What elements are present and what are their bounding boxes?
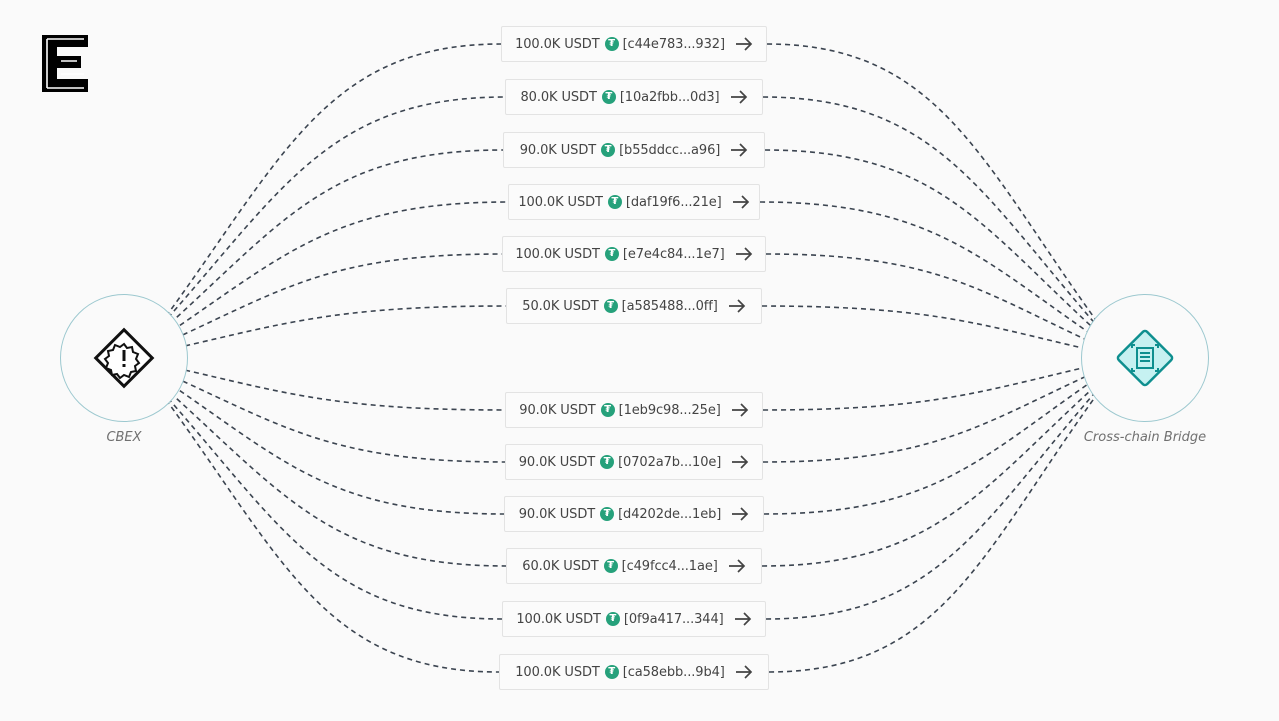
transfer-amount: 80.0K USDT — [520, 89, 597, 105]
cbex-label: CBEX — [106, 430, 142, 445]
app-logo — [42, 35, 88, 92]
arrow-right-icon[interactable] — [735, 665, 753, 679]
edge-in-3 — [149, 149, 504, 342]
tether-icon: ₮ — [604, 247, 619, 261]
transfer-box[interactable]: 100.0K USDT ₮ [daf19f6...21e] — [508, 184, 760, 220]
tether-icon: ₮ — [603, 559, 618, 573]
tether-icon: ₮ — [601, 90, 616, 104]
transfer-amount: 100.0K USDT — [518, 194, 603, 210]
edge-in-7 — [149, 361, 506, 411]
transfer-box[interactable]: 90.0K USDT ₮ [d4202de...1eb] — [504, 496, 764, 532]
arrow-right-icon[interactable] — [735, 247, 753, 261]
transfer-box[interactable]: 50.0K USDT ₮ [a585488...0ff] — [506, 288, 762, 324]
transfer-amount: 90.0K USDT — [518, 454, 596, 470]
edge-in-6 — [149, 305, 507, 355]
transfer-amount: 50.0K USDT — [522, 298, 599, 314]
transfer-amount: 100.0K USDT — [516, 611, 601, 627]
arrow-right-icon[interactable] — [731, 455, 749, 469]
tether-icon: ₮ — [605, 612, 620, 626]
edge-out-5 — [765, 253, 1116, 354]
transfer-amount: 100.0K USDT — [515, 246, 600, 262]
arrow-right-icon[interactable] — [730, 90, 748, 104]
transfer-amount: 90.0K USDT — [518, 506, 596, 522]
edge-in-10 — [149, 374, 507, 567]
transfer-box[interactable]: 90.0K USDT ₮ [0702a7b...10e] — [505, 444, 763, 480]
bridge-document-icon — [1116, 329, 1174, 387]
edge-out-3 — [764, 149, 1116, 349]
edge-out-1 — [766, 43, 1116, 347]
transfer-hash: [daf19f6...21e] — [625, 194, 722, 210]
arrow-right-icon[interactable] — [734, 612, 752, 626]
transfer-hash: [e7e4c84...1e7] — [622, 246, 725, 262]
transfer-hash: [ca58ebb...9b4] — [622, 664, 725, 680]
transfer-amount: 60.0K USDT — [522, 558, 599, 574]
edge-in-12 — [149, 377, 500, 673]
edge-in-4 — [149, 201, 509, 347]
transfer-box[interactable]: 90.0K USDT ₮ [1eb9c98...25e] — [505, 392, 763, 428]
transfer-box[interactable]: 100.0K USDT ₮ [0f9a417...344] — [502, 601, 766, 637]
transfer-hash: [b55ddcc...a96] — [619, 142, 721, 158]
arrow-right-icon[interactable] — [735, 37, 753, 51]
transfer-amount: 100.0K USDT — [515, 664, 600, 680]
transfer-amount: 90.0K USDT — [519, 402, 596, 418]
transfer-amount: 90.0K USDT — [519, 142, 597, 158]
arrow-right-icon[interactable] — [728, 559, 746, 573]
transfer-hash: [0702a7b...10e] — [618, 454, 722, 470]
exclamation-badge-icon — [93, 327, 155, 389]
tether-icon: ₮ — [604, 37, 619, 51]
tether-icon: ₮ — [607, 195, 622, 209]
transfer-box[interactable]: 60.0K USDT ₮ [c49fcc4...1ae] — [506, 548, 762, 584]
bridge-label: Cross-chain Bridge — [1083, 430, 1207, 445]
edge-in-1 — [149, 43, 502, 339]
edge-out-8 — [762, 362, 1116, 463]
transfer-hash: [c44e783...932] — [622, 36, 725, 52]
arrow-right-icon[interactable] — [731, 403, 749, 417]
transfer-box[interactable]: 100.0K USDT ₮ [c44e783...932] — [501, 26, 767, 62]
tether-icon: ₮ — [600, 403, 615, 417]
transfer-box[interactable]: 90.0K USDT ₮ [b55ddcc...a96] — [503, 132, 765, 168]
edge-out-10 — [761, 367, 1116, 567]
tether-icon: ₮ — [601, 143, 616, 157]
edge-out-9 — [763, 365, 1116, 515]
transfer-amount: 100.0K USDT — [515, 36, 600, 52]
edge-out-6 — [761, 305, 1116, 358]
edge-in-9 — [149, 369, 505, 515]
transfer-hash: [d4202de...1eb] — [618, 506, 722, 522]
transfer-hash: [0f9a417...344] — [623, 611, 724, 627]
arrow-right-icon[interactable] — [732, 195, 750, 209]
edge-out-2 — [762, 96, 1116, 347]
arrow-right-icon[interactable] — [730, 143, 748, 157]
edge-out-12 — [768, 369, 1116, 673]
edge-out-4 — [759, 201, 1116, 351]
transfer-hash: [a585488...0ff] — [621, 298, 718, 314]
edge-out-7 — [762, 358, 1116, 411]
transfer-hash: [c49fcc4...1ae] — [621, 558, 718, 574]
tether-icon: ₮ — [603, 299, 618, 313]
transfer-box[interactable]: 100.0K USDT ₮ [e7e4c84...1e7] — [502, 236, 766, 272]
tether-icon: ₮ — [600, 507, 615, 521]
edge-in-11 — [149, 377, 503, 620]
edge-in-2 — [149, 96, 506, 339]
transfer-hash: [10a2fbb...0d3] — [619, 89, 720, 105]
transfer-box[interactable]: 100.0K USDT ₮ [ca58ebb...9b4] — [499, 654, 769, 690]
arrow-right-icon[interactable] — [731, 507, 749, 521]
transfer-hash: [1eb9c98...25e] — [618, 402, 721, 418]
edge-out-11 — [765, 369, 1116, 620]
arrow-right-icon[interactable] — [728, 299, 746, 313]
edge-in-8 — [149, 365, 506, 463]
edge-in-5 — [149, 253, 503, 351]
tether-icon: ₮ — [604, 665, 619, 679]
tether-icon: ₮ — [600, 455, 615, 469]
transfer-box[interactable]: 80.0K USDT ₮ [10a2fbb...0d3] — [505, 79, 763, 115]
